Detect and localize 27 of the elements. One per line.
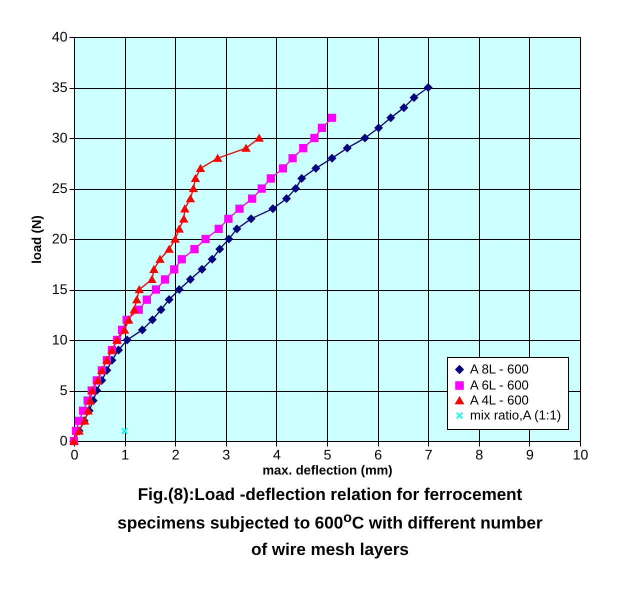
legend-label: A 4L - 600 <box>470 392 529 408</box>
x-tick-label: 10 <box>572 446 588 462</box>
x-tick-label: 1 <box>121 446 130 462</box>
y-tick-label: 25 <box>52 180 68 196</box>
x-tick-label: 2 <box>172 446 180 462</box>
y-tick-label: 5 <box>60 382 68 398</box>
x-tick-label: 4 <box>273 446 281 462</box>
legend-label: A 8L - 600 <box>470 362 529 376</box>
y-tick-label: 20 <box>52 230 68 246</box>
x-tick-label: 5 <box>324 446 332 462</box>
y-tick-label: 40 <box>52 28 68 44</box>
legend-label: mix ratio,A (1:1) <box>470 408 562 422</box>
x-tick-label: 8 <box>475 446 484 462</box>
x-tick-label: 0 <box>70 446 79 462</box>
x-tick-label: 9 <box>526 446 534 462</box>
legend-label: A 6L - 600 <box>470 378 529 392</box>
y-tick-label: 10 <box>52 332 68 348</box>
x-tick-label: 6 <box>374 446 382 462</box>
y-tick-label: 0 <box>60 432 68 448</box>
x-tick-label: 3 <box>222 446 230 462</box>
text: Fig.(8):Load -deflection relation for ferrocement specimens subjected to 600$^{o}$C with different number of wire mesh layers <box>116 484 544 562</box>
y-axis-title: load (N) <box>28 215 44 264</box>
y-tick-label: 15 <box>52 281 68 297</box>
x-axis-title: max. deflection (mm) <box>262 462 393 478</box>
y-tick-label: 30 <box>52 130 68 146</box>
y-tick-label: 35 <box>52 79 68 95</box>
x-tick-label: 7 <box>424 446 433 462</box>
